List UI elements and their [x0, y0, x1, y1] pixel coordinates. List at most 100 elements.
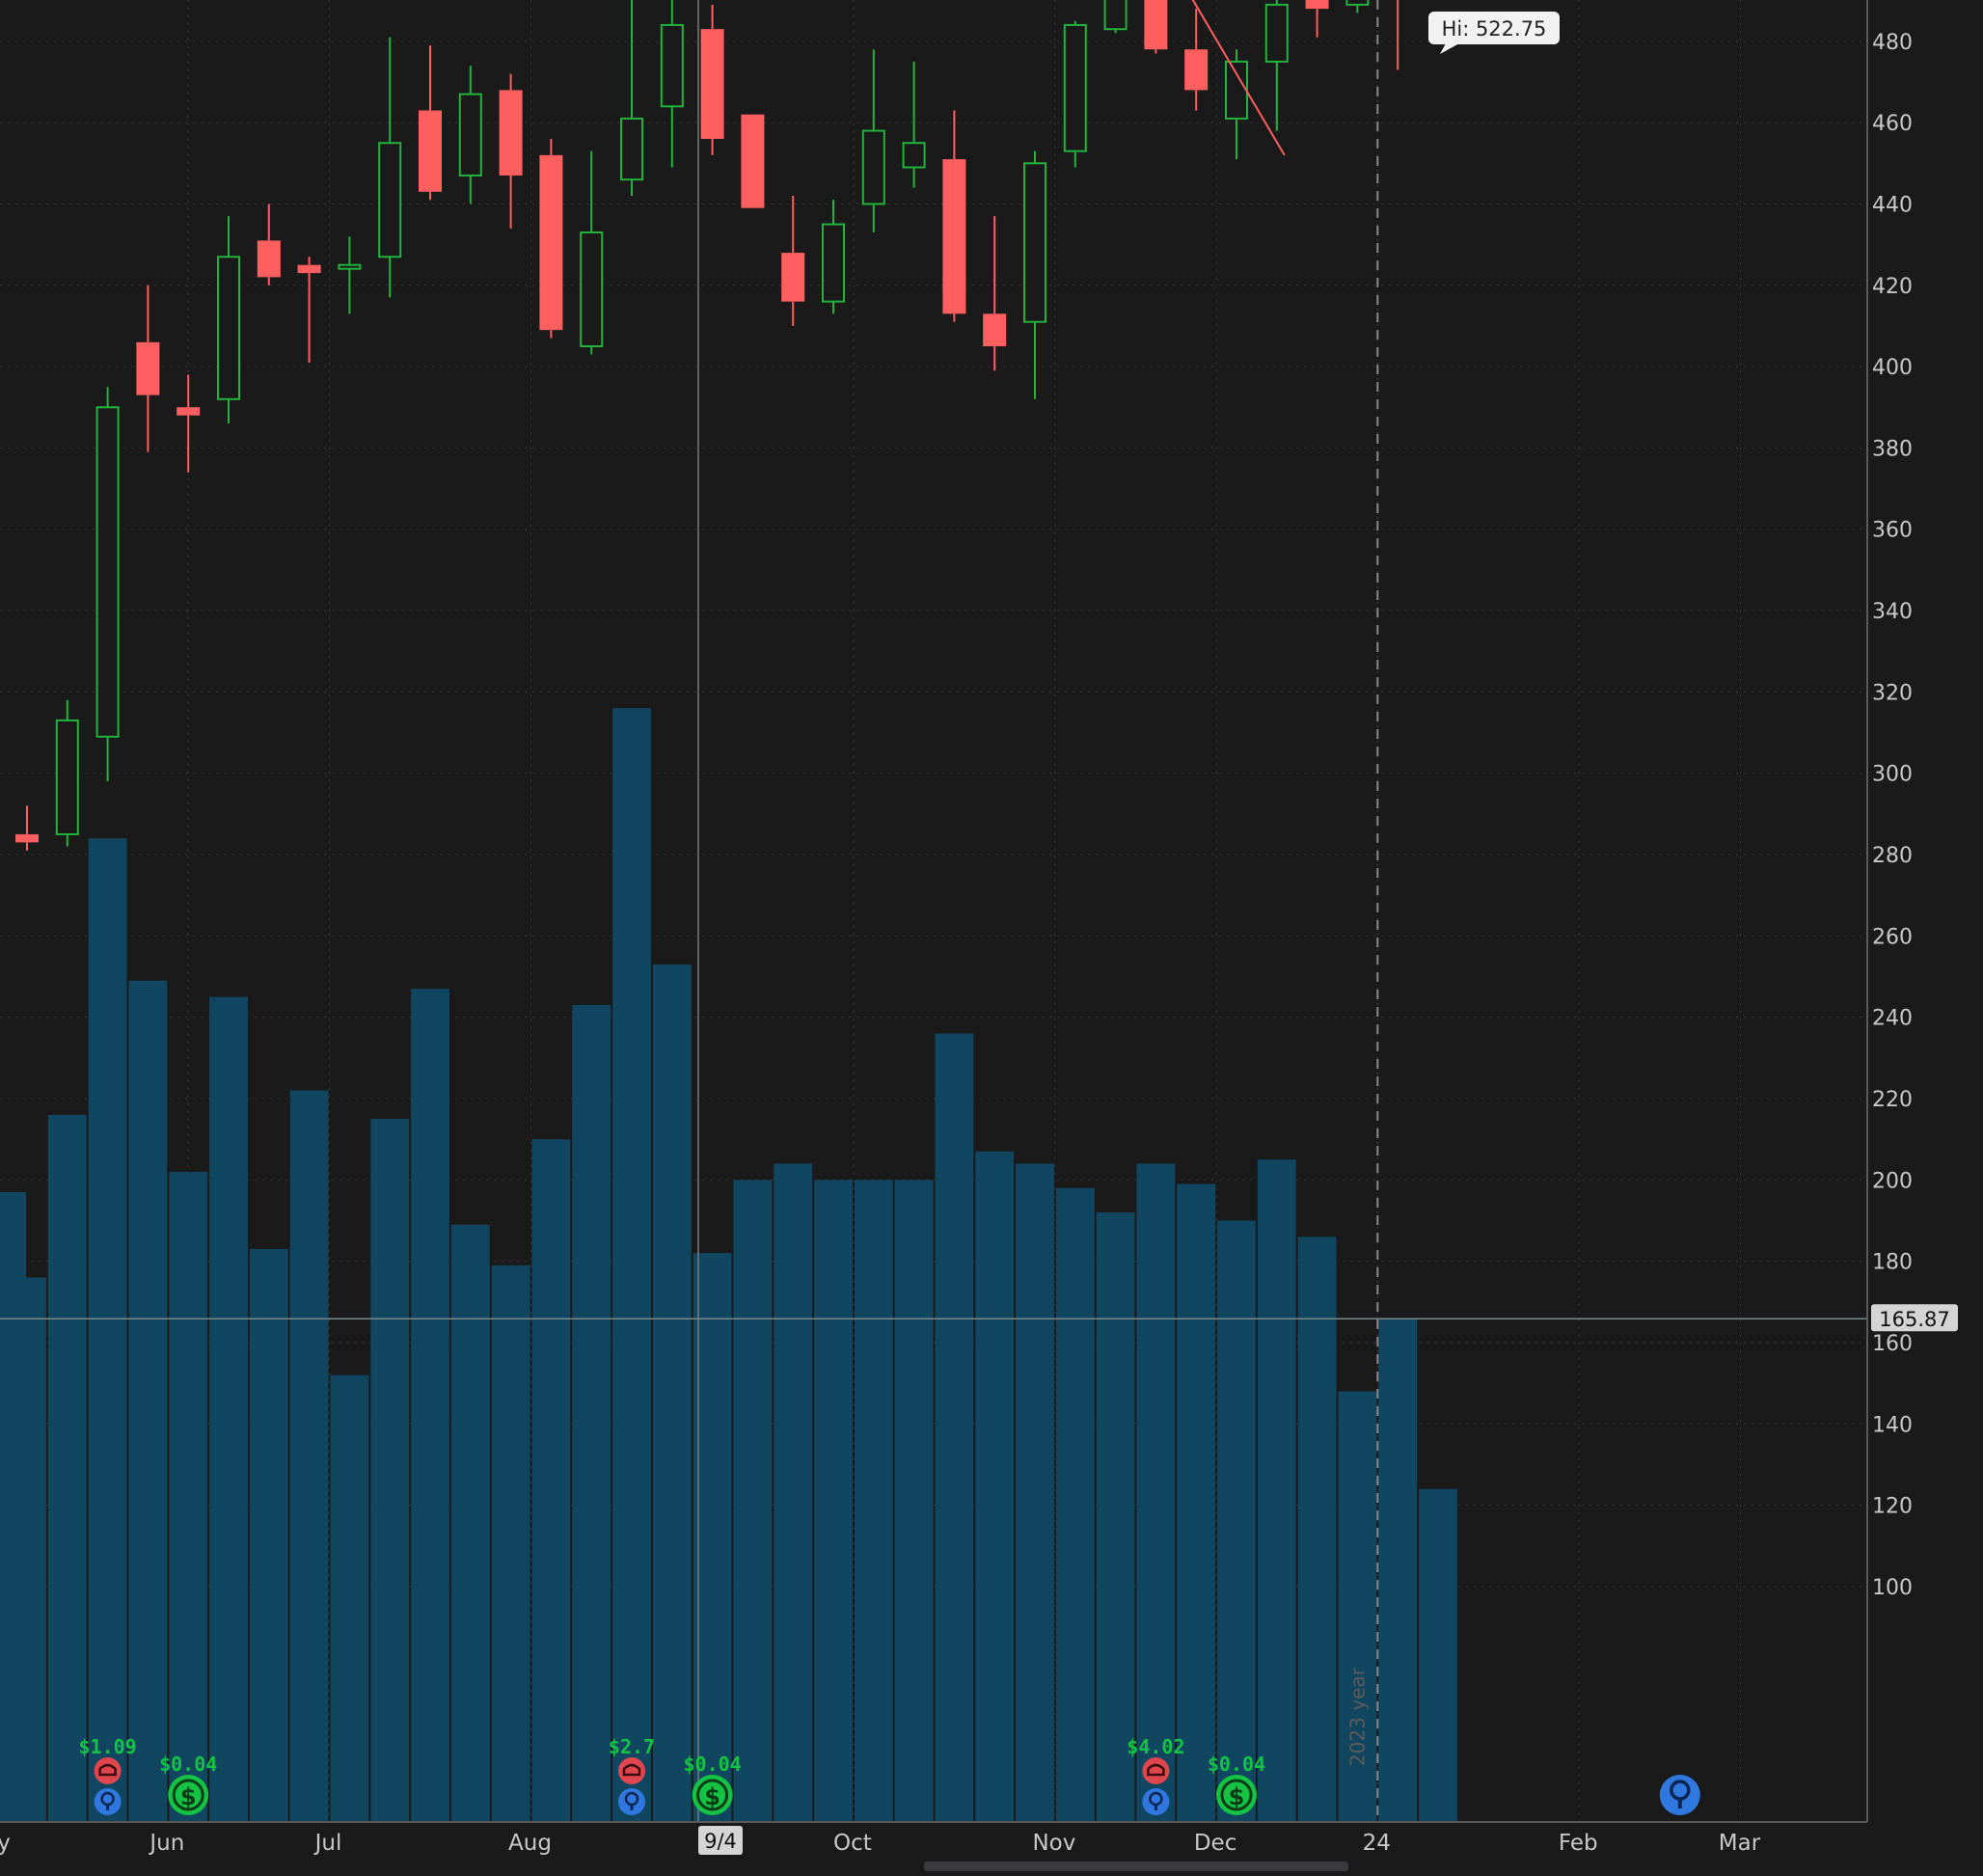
volume-bar[interactable]	[693, 1253, 732, 1822]
candle-up[interactable]	[822, 200, 845, 314]
candle-down[interactable]	[1144, 0, 1168, 54]
volume-bar[interactable]	[1016, 1163, 1054, 1822]
candle-up[interactable]	[378, 37, 402, 298]
conference-call-icon-phone	[98, 1763, 117, 1777]
candle-body	[1184, 49, 1209, 91]
volume-bar[interactable]	[1177, 1183, 1216, 1822]
volume-bar[interactable]	[249, 1248, 288, 1822]
volume-bar[interactable]	[935, 1033, 974, 1822]
candle-up[interactable]	[338, 236, 362, 314]
volume-bar[interactable]	[975, 1151, 1015, 1822]
conference-call-icon-circle	[618, 1757, 645, 1784]
candle-up[interactable]	[1264, 0, 1289, 131]
high-callout-pointer	[1440, 43, 1459, 54]
candle-up[interactable]	[902, 61, 926, 188]
candle-down[interactable]	[1184, 9, 1209, 111]
earnings-icon[interactable]	[1142, 1788, 1170, 1815]
candle-down[interactable]	[1386, 0, 1409, 70]
price-tick-label: 280	[1872, 844, 1913, 868]
candle-up[interactable]	[1103, 0, 1127, 34]
conference-call-icon[interactable]	[1142, 1757, 1170, 1784]
volume-bar[interactable]	[774, 1163, 813, 1822]
candle-down[interactable]	[15, 805, 39, 851]
volume-bar[interactable]	[1055, 1187, 1095, 1822]
volume-bar[interactable]	[289, 1090, 329, 1822]
dividend-icon[interactable]: $	[692, 1775, 733, 1815]
candle-up[interactable]	[1063, 20, 1087, 168]
candle-down[interactable]	[539, 139, 563, 339]
candle-up[interactable]	[1225, 49, 1248, 160]
volume-bar[interactable]	[1419, 1488, 1457, 1822]
volume-bar[interactable]	[612, 708, 651, 1822]
price-tick-label: 320	[1872, 681, 1913, 705]
volume-bar[interactable]	[450, 1224, 490, 1822]
candle-down[interactable]	[942, 110, 966, 322]
price-tick-label: 460	[1872, 112, 1913, 136]
volume-bar[interactable]	[894, 1180, 934, 1822]
candle-up[interactable]	[458, 66, 482, 204]
candle-down[interactable]	[1305, 0, 1329, 38]
candle-down[interactable]	[499, 73, 523, 229]
volume-bar[interactable]	[733, 1180, 773, 1822]
candle-up[interactable]	[1023, 150, 1046, 399]
volume-bar[interactable]	[169, 1171, 208, 1822]
volume-bar[interactable]	[411, 989, 449, 1822]
price-tick-label: 340	[1872, 600, 1913, 624]
volume-bar[interactable]	[1297, 1237, 1337, 1822]
candle-down[interactable]	[700, 4, 724, 155]
dividend-icon[interactable]: $	[168, 1775, 209, 1815]
volume-bar[interactable]	[652, 964, 692, 1822]
volume-bar[interactable]	[370, 1119, 410, 1822]
high-price-callout: Hi: 522.75	[1428, 12, 1560, 54]
dividend-icon-glyph: $	[704, 1783, 720, 1810]
candle-up[interactable]	[1345, 0, 1370, 14]
volume-bar[interactable]	[1096, 1212, 1135, 1822]
earnings-icon[interactable]	[618, 1788, 645, 1815]
horizontal-scrollbar[interactable]	[924, 1862, 1348, 1871]
candle-body	[660, 23, 684, 108]
trendline[interactable]	[1154, 0, 1286, 156]
candle-up[interactable]	[861, 49, 885, 232]
volume-bar[interactable]	[1136, 1163, 1176, 1822]
conference-call-icon[interactable]	[618, 1757, 645, 1784]
candle-down[interactable]	[781, 196, 805, 326]
volume-bar[interactable]	[491, 1264, 530, 1822]
volume-bar[interactable]	[531, 1139, 571, 1822]
volume-bar[interactable]	[330, 1374, 369, 1822]
candle-up[interactable]	[580, 150, 604, 355]
volume-bar[interactable]	[854, 1180, 893, 1822]
volume-bar[interactable]	[1217, 1220, 1256, 1822]
volume-bar[interactable]	[47, 1114, 87, 1822]
dividend-icon[interactable]: $	[1216, 1775, 1257, 1815]
high-callout-box	[1428, 12, 1560, 44]
candle-down[interactable]	[177, 374, 201, 473]
candle-down[interactable]	[136, 285, 160, 452]
candle-up[interactable]	[660, 0, 684, 168]
price-tick-label: 440	[1872, 193, 1913, 217]
candle-up[interactable]	[95, 387, 120, 782]
candle-up[interactable]	[217, 216, 240, 424]
candle-down[interactable]	[741, 114, 765, 208]
volume-bar[interactable]	[209, 996, 248, 1822]
volume-bar[interactable]	[128, 980, 168, 1822]
volume-bar[interactable]	[1378, 1318, 1418, 1822]
conference-call-icon[interactable]	[94, 1757, 122, 1784]
candle-down[interactable]	[983, 216, 1007, 371]
candle-up[interactable]	[620, 0, 643, 197]
volume-bar[interactable]	[814, 1180, 853, 1822]
future-earnings-icon[interactable]	[1659, 1775, 1700, 1815]
candle-down[interactable]	[297, 257, 321, 363]
volume-bar[interactable]	[8, 1277, 46, 1822]
earnings-icon[interactable]	[94, 1788, 122, 1815]
volume-bar[interactable]	[1257, 1159, 1296, 1822]
volume-bar[interactable]	[1338, 1391, 1377, 1822]
candle-down[interactable]	[257, 204, 281, 285]
candle-up[interactable]	[55, 699, 79, 847]
candle-down[interactable]	[419, 45, 442, 201]
candle-body	[1264, 3, 1289, 63]
future-earnings-icon-circle	[1659, 1775, 1700, 1815]
volume-bar[interactable]	[88, 838, 127, 1822]
volume-bar[interactable]	[572, 1005, 611, 1822]
